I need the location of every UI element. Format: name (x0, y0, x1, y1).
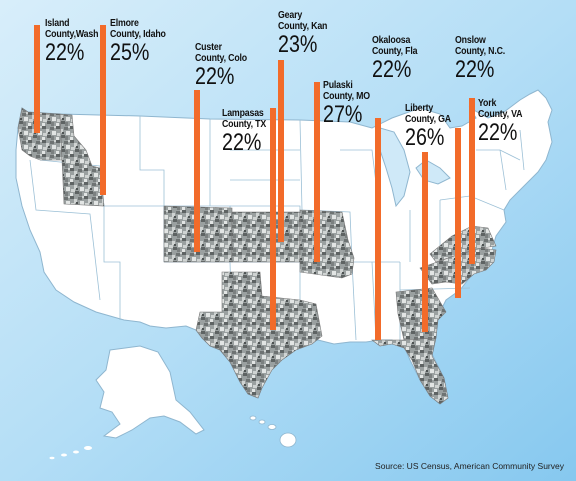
bar-lampasas (270, 108, 276, 330)
label-york: York County, VA 22% (478, 98, 523, 146)
bar-elmore (100, 25, 106, 195)
hawaii (249, 415, 297, 448)
alaska (95, 345, 205, 439)
label-elmore: Elmore County, Idaho 25% (110, 18, 166, 66)
label-onslow: Onslow County, N.C. 22% (455, 35, 506, 83)
state-georgia (395, 287, 447, 341)
label-geary: Geary County, Kan 23% (278, 10, 328, 58)
bar-york (469, 98, 475, 264)
bar-onslow (455, 128, 461, 298)
state-texas (195, 271, 323, 399)
state-kansas (231, 211, 301, 263)
label-island: Island County,Wash 22% (45, 18, 99, 66)
bar-custer (194, 90, 200, 252)
state-washington (17, 107, 63, 161)
label-custer: Custer County, Colo 22% (195, 42, 247, 90)
pct-york: 22% (478, 119, 518, 146)
bar-okaloosa (375, 118, 381, 340)
pct-pulaski: 27% (323, 101, 363, 128)
bar-geary (278, 60, 284, 242)
pct-onslow: 22% (455, 56, 495, 83)
pct-island: 22% (45, 39, 85, 66)
label-okaloosa: Okaloosa County, Fla 22% (372, 35, 418, 83)
label-liberty: Liberty County, GA 26% (405, 103, 451, 151)
state-missouri (299, 209, 355, 279)
pct-geary: 23% (278, 31, 318, 58)
source-note: Source: US Census, American Community Su… (375, 461, 564, 471)
label-lampasas: Lampasas County, TX 22% (222, 108, 267, 156)
pct-liberty: 26% (405, 124, 445, 151)
pct-custer: 22% (195, 63, 235, 90)
pct-lampasas: 22% (222, 129, 262, 156)
label-pulaski: Pulaski County, MO 27% (323, 80, 370, 128)
state-idaho (59, 113, 105, 207)
bar-liberty (422, 152, 428, 332)
bar-island (34, 25, 40, 133)
pct-elmore: 25% (110, 39, 150, 66)
state-florida (371, 337, 449, 405)
pct-okaloosa: 22% (372, 56, 412, 83)
bar-pulaski (314, 82, 320, 262)
